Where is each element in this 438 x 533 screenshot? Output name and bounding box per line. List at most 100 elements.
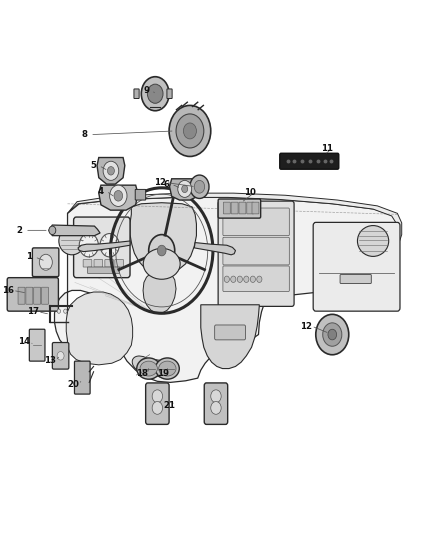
FancyBboxPatch shape xyxy=(252,202,259,214)
FancyBboxPatch shape xyxy=(83,260,92,267)
Circle shape xyxy=(141,77,169,111)
FancyBboxPatch shape xyxy=(223,208,290,236)
FancyBboxPatch shape xyxy=(146,383,169,424)
FancyBboxPatch shape xyxy=(105,260,113,267)
Circle shape xyxy=(152,390,162,402)
FancyBboxPatch shape xyxy=(223,237,290,265)
Circle shape xyxy=(244,276,249,282)
Circle shape xyxy=(211,401,221,414)
FancyBboxPatch shape xyxy=(7,278,58,311)
FancyBboxPatch shape xyxy=(94,260,102,267)
Circle shape xyxy=(328,329,337,340)
FancyBboxPatch shape xyxy=(42,287,49,304)
FancyBboxPatch shape xyxy=(313,222,400,311)
Circle shape xyxy=(231,276,236,282)
Polygon shape xyxy=(130,203,196,273)
Polygon shape xyxy=(78,241,130,252)
Ellipse shape xyxy=(159,361,176,376)
Text: 19: 19 xyxy=(157,369,169,378)
Circle shape xyxy=(49,226,56,235)
FancyBboxPatch shape xyxy=(167,89,172,99)
Circle shape xyxy=(211,390,221,402)
Text: 16: 16 xyxy=(2,286,14,295)
FancyBboxPatch shape xyxy=(18,287,25,304)
FancyBboxPatch shape xyxy=(231,202,238,214)
FancyBboxPatch shape xyxy=(74,361,90,394)
Text: 20: 20 xyxy=(68,380,80,389)
Text: 12: 12 xyxy=(155,178,166,187)
Polygon shape xyxy=(170,179,200,200)
FancyBboxPatch shape xyxy=(115,260,124,267)
Circle shape xyxy=(148,84,163,103)
Text: 18: 18 xyxy=(136,369,148,378)
FancyBboxPatch shape xyxy=(223,266,290,292)
Text: 12: 12 xyxy=(300,321,312,330)
Circle shape xyxy=(79,233,99,257)
FancyBboxPatch shape xyxy=(247,202,254,214)
Polygon shape xyxy=(66,292,133,365)
Circle shape xyxy=(237,276,243,282)
Ellipse shape xyxy=(357,225,389,256)
Circle shape xyxy=(194,180,205,193)
Polygon shape xyxy=(67,193,402,260)
Text: 14: 14 xyxy=(18,337,30,346)
Text: 17: 17 xyxy=(27,307,39,316)
Circle shape xyxy=(100,233,119,257)
Ellipse shape xyxy=(140,361,157,376)
Circle shape xyxy=(316,314,349,355)
Ellipse shape xyxy=(155,358,179,379)
Circle shape xyxy=(184,123,196,139)
Text: 9: 9 xyxy=(144,85,149,94)
Circle shape xyxy=(178,180,192,197)
Circle shape xyxy=(323,323,342,346)
Polygon shape xyxy=(201,305,259,368)
Ellipse shape xyxy=(132,356,154,374)
Polygon shape xyxy=(99,185,138,210)
Text: 6: 6 xyxy=(163,180,169,189)
Ellipse shape xyxy=(143,248,180,279)
Circle shape xyxy=(152,401,162,414)
Ellipse shape xyxy=(149,360,170,377)
Circle shape xyxy=(110,185,127,206)
Polygon shape xyxy=(143,273,176,313)
FancyBboxPatch shape xyxy=(204,383,228,424)
Text: 21: 21 xyxy=(163,401,175,410)
Circle shape xyxy=(64,309,67,313)
Circle shape xyxy=(190,175,209,198)
Polygon shape xyxy=(54,197,399,382)
Circle shape xyxy=(148,235,175,266)
FancyBboxPatch shape xyxy=(34,287,41,304)
Ellipse shape xyxy=(59,227,85,255)
Circle shape xyxy=(176,114,204,148)
Circle shape xyxy=(257,276,262,282)
FancyBboxPatch shape xyxy=(74,217,130,278)
FancyBboxPatch shape xyxy=(134,89,139,99)
Circle shape xyxy=(103,161,119,180)
Circle shape xyxy=(182,185,188,192)
Text: 2: 2 xyxy=(17,226,23,235)
Ellipse shape xyxy=(137,358,161,379)
Text: 11: 11 xyxy=(321,144,332,153)
Circle shape xyxy=(224,276,230,282)
FancyBboxPatch shape xyxy=(53,343,69,369)
Circle shape xyxy=(57,309,60,313)
Circle shape xyxy=(39,254,53,270)
Circle shape xyxy=(250,276,255,282)
Text: 8: 8 xyxy=(82,130,88,139)
FancyBboxPatch shape xyxy=(88,267,120,273)
FancyBboxPatch shape xyxy=(218,201,294,306)
FancyBboxPatch shape xyxy=(215,325,245,340)
Circle shape xyxy=(157,245,166,256)
FancyBboxPatch shape xyxy=(218,199,261,218)
Circle shape xyxy=(107,166,114,175)
FancyBboxPatch shape xyxy=(135,189,146,200)
FancyBboxPatch shape xyxy=(29,329,45,361)
Polygon shape xyxy=(49,225,100,236)
Circle shape xyxy=(57,352,64,360)
Polygon shape xyxy=(194,243,236,255)
FancyBboxPatch shape xyxy=(280,154,339,169)
Text: 5: 5 xyxy=(91,161,96,170)
Text: 10: 10 xyxy=(244,188,256,197)
Text: 1: 1 xyxy=(26,253,32,261)
FancyBboxPatch shape xyxy=(223,202,230,214)
